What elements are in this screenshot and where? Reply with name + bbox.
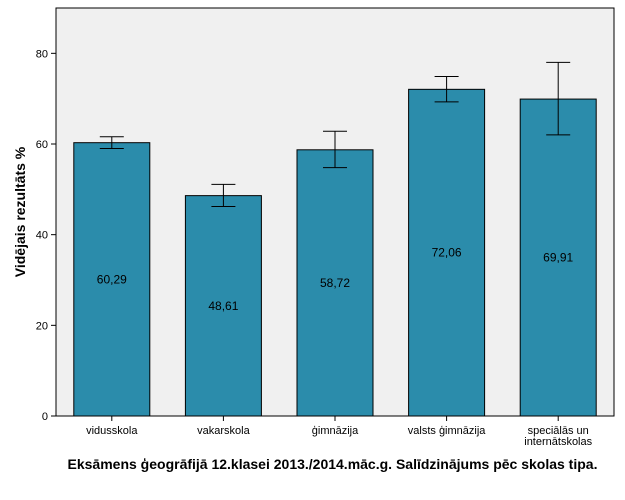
y-tick-label: 20 [36, 320, 48, 332]
x-tick-label: vidusskola [86, 425, 138, 437]
y-tick-label: 40 [36, 230, 48, 242]
data-label: 72,06 [432, 246, 462, 260]
bar [184, 195, 262, 417]
y-tick-label: 0 [42, 411, 48, 423]
data-label: 69,91 [543, 251, 573, 265]
data-label: 58,72 [320, 276, 350, 290]
y-tick-label: 60 [36, 139, 48, 151]
x-tick-label: valsts ģimnāzija [408, 424, 487, 437]
x-tick-label: vakarskola [197, 425, 250, 437]
y-axis-title: Vidējais rezultāts % [12, 146, 28, 277]
data-label: 48,61 [208, 299, 238, 313]
bar [73, 142, 151, 417]
data-label: 60,29 [97, 272, 127, 286]
y-tick-label: 80 [36, 48, 48, 60]
x-axis-title: Eksāmens ģeogrāfijā 12.klasei 2013./2014… [67, 456, 598, 472]
x-tick-label: ģimnāzija [312, 424, 359, 437]
x-tick-label: speciālās un internātskolas [524, 425, 592, 448]
